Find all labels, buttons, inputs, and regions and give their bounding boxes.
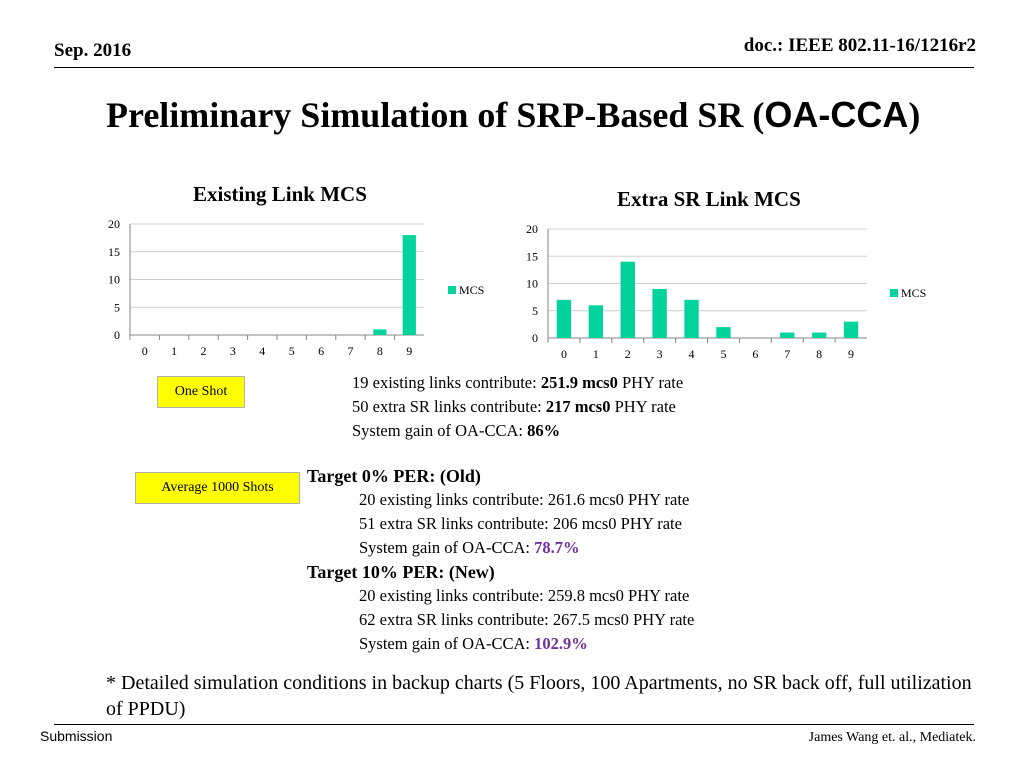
chart2-bar-1 [588, 305, 604, 338]
chart2-xtick-2: 2 [625, 347, 631, 361]
chart1-ytick-1: 5 [114, 300, 120, 314]
chart2-ytick-3: 15 [526, 249, 538, 263]
chart2-xtick-8: 8 [816, 347, 822, 361]
chart2-legend-label: MCS [901, 286, 926, 300]
chart1-xtick-2: 2 [201, 344, 207, 358]
one-shot-line-3: System gain of OA-CCA: 86% [352, 421, 561, 440]
new-line-3: System gain of OA-CCA: 102.9% [359, 634, 588, 653]
one-shot-line-1: 19 existing links contribute: 251.9 mcs0… [352, 373, 684, 392]
chart1-xtick-8: 8 [377, 344, 383, 358]
header-rule [54, 67, 974, 68]
chart2-title: Extra SR Link MCS [617, 187, 801, 211]
chart1-xtick-4: 4 [259, 344, 265, 358]
title-sans: OA-CCA [764, 94, 909, 135]
chart2-ytick-0: 0 [532, 331, 538, 345]
title-close: ) [908, 95, 921, 135]
chart1-ytick-2: 10 [108, 273, 120, 287]
one-shot-tag: One Shot [157, 376, 245, 408]
chart1-xtick-0: 0 [142, 344, 148, 358]
chart2-bar-8 [811, 332, 827, 338]
chart2-xtick-1: 1 [593, 347, 599, 361]
footer-rule [54, 724, 974, 725]
chart2-xtick-5: 5 [720, 347, 726, 361]
footer-submission: Submission [40, 728, 113, 744]
chart2-bar-2 [620, 261, 635, 338]
chart2-xtick-0: 0 [561, 347, 567, 361]
header-date: Sep. 2016 [54, 40, 132, 61]
chart2-bar-4 [684, 299, 699, 338]
chart2-legend-swatch [890, 289, 898, 297]
chart1-title: Existing Link MCS [193, 182, 367, 206]
chart1-bar-9 [402, 235, 416, 335]
chart2-xtick-6: 6 [752, 347, 758, 361]
chart2-ytick-1: 5 [532, 304, 538, 318]
header-doc-id: doc.: IEEE 802.11-16/1216r2 [743, 35, 976, 56]
footnote: * Detailed simulation conditions in back… [106, 672, 972, 720]
average-results: Target 0% PER: (Old) 20 existing links c… [307, 464, 694, 656]
chart-existing-link-mcs: 0 5 10 15 20 0 1 2 3 4 5 6 7 8 9 MCS [108, 217, 484, 358]
chart1-legend-label: MCS [459, 283, 484, 297]
title-main: Preliminary Simulation of SRP-Based SR ( [106, 95, 765, 135]
chart1-xtick-1: 1 [171, 344, 177, 358]
chart1-ytick-3: 15 [108, 245, 120, 259]
chart2-bar-0 [556, 299, 572, 338]
chart2-bar-7 [780, 332, 795, 338]
chart2-ytick-4: 20 [526, 222, 538, 236]
chart1-ytick-4: 20 [108, 217, 120, 231]
chart2-ytick-2: 10 [526, 277, 538, 291]
chart2-xtick-3: 3 [657, 347, 663, 361]
chart1-xtick-3: 3 [230, 344, 236, 358]
footer-author: James Wang et. al., Mediatek. [808, 730, 976, 745]
chart2-bar-9 [843, 321, 859, 338]
new-line-2: 62 extra SR links contribute: 267.5 mcs0… [359, 610, 695, 629]
chart1-xtick-7: 7 [348, 344, 354, 358]
chart1-xtick-9: 9 [406, 344, 412, 358]
chart1-xtick-6: 6 [318, 344, 324, 358]
chart1-bar-8 [373, 329, 387, 335]
chart1-xtick-5: 5 [289, 344, 295, 358]
new-line-1: 20 existing links contribute: 259.8 mcs0… [359, 586, 690, 605]
chart2-bar-3 [652, 288, 667, 338]
old-line-3: System gain of OA-CCA: 78.7% [359, 538, 580, 557]
one-shot-results: 19 existing links contribute: 251.9 mcs0… [352, 371, 683, 443]
chart1-ytick-0: 0 [114, 328, 120, 342]
new-target-heading: Target 10% PER: (New) [307, 562, 495, 582]
chart2-xtick-4: 4 [689, 347, 695, 361]
chart2-bar-5 [716, 327, 731, 338]
average-tag: Average 1000 Shots [135, 472, 300, 504]
old-target-heading: Target 0% PER: (Old) [307, 466, 481, 486]
old-line-1: 20 existing links contribute: 261.6 mcs0… [359, 490, 690, 509]
one-shot-line-2: 50 extra SR links contribute: 217 mcs0 P… [352, 397, 676, 416]
chart1-legend-swatch [448, 286, 456, 294]
page-title: Preliminary Simulation of SRP-Based SR (… [106, 94, 920, 136]
chart2-xtick-7: 7 [784, 347, 790, 361]
old-line-2: 51 extra SR links contribute: 206 mcs0 P… [359, 514, 682, 533]
chart2-xtick-9: 9 [848, 347, 854, 361]
chart-extra-sr-link-mcs: 0 5 10 15 20 0 1 2 3 4 5 6 7 8 9 MCS [526, 222, 926, 361]
